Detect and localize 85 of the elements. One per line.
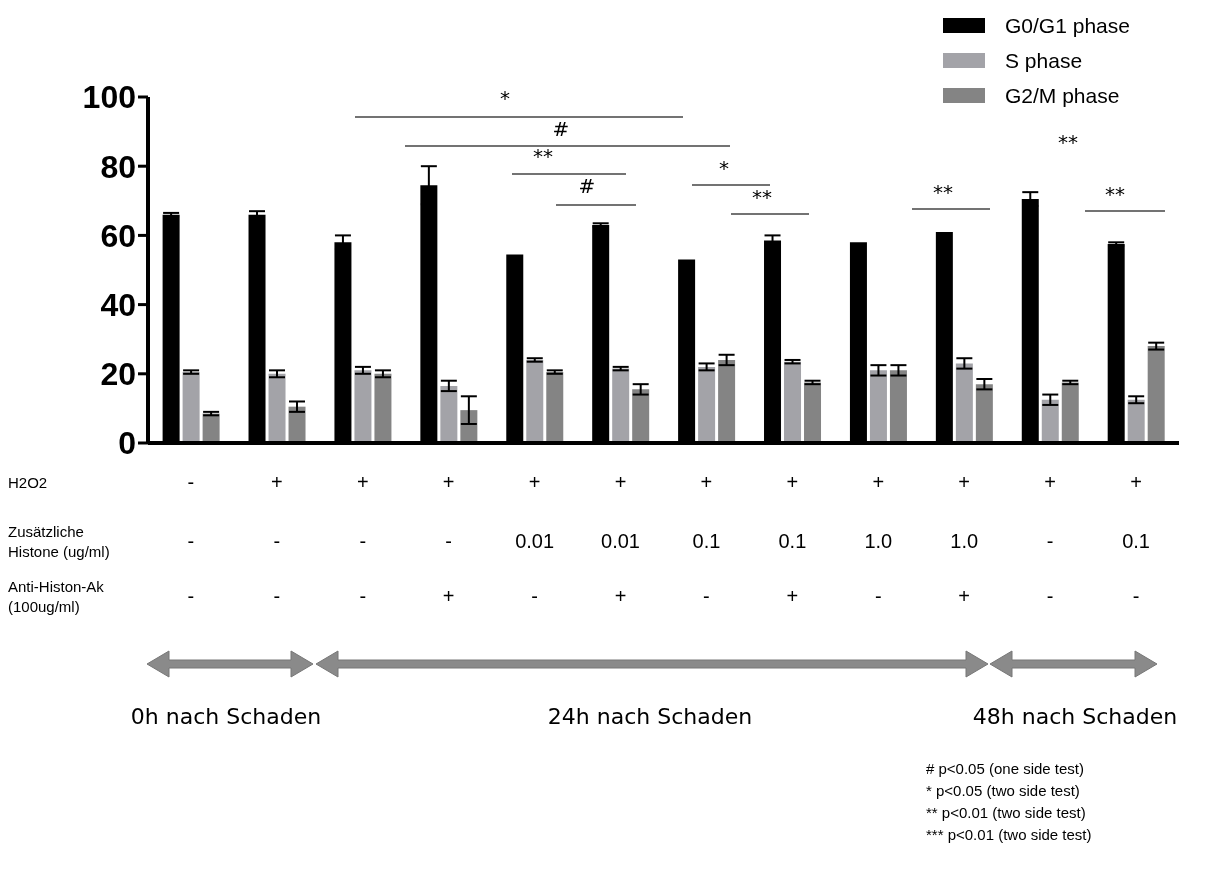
text: + xyxy=(957,471,972,494)
text: + xyxy=(355,471,370,494)
text: - xyxy=(272,585,282,608)
y-tick-label: 40 xyxy=(100,286,136,323)
text: 0h nach Schaden xyxy=(130,704,322,729)
text: + xyxy=(270,471,284,494)
text: 0.1 xyxy=(691,530,722,553)
text: + xyxy=(785,471,800,494)
text: + xyxy=(613,471,628,494)
text: ** p<0.01 (two side test) xyxy=(926,804,1086,821)
bar xyxy=(698,366,716,443)
bar xyxy=(869,370,887,443)
text: *** p<0.01 (two side test) xyxy=(926,826,1092,843)
text: H2O2 xyxy=(8,473,49,493)
text: 0.1 xyxy=(1121,530,1151,553)
text: 24h nach Schaden xyxy=(547,704,753,729)
text: 0.1 xyxy=(777,530,808,553)
y-tick-label: 80 xyxy=(100,148,136,185)
text: 0.01 xyxy=(514,530,556,553)
text: 48h nach Schaden xyxy=(972,704,1178,729)
y-tick-label: 20 xyxy=(100,356,136,393)
annotation: # xyxy=(552,117,570,141)
bar xyxy=(612,368,630,443)
text: - xyxy=(444,530,454,553)
text: Anti-Histon-Ak (100ug/ml) xyxy=(8,577,105,617)
text: - xyxy=(530,585,539,608)
bar xyxy=(546,372,564,443)
text: * p<0.05 (two side test) xyxy=(926,782,1080,799)
bar xyxy=(1147,346,1165,443)
bar xyxy=(632,389,650,443)
bar xyxy=(182,372,200,443)
text: + xyxy=(957,585,972,608)
text: - xyxy=(186,585,196,608)
text: - xyxy=(1131,585,1141,608)
y-tick-label: 60 xyxy=(100,217,136,254)
text: - xyxy=(873,585,883,608)
text: - xyxy=(702,585,711,608)
text: + xyxy=(785,585,800,608)
y-tick-label: 0 xyxy=(118,425,136,462)
legend-label: G0/G1 phase xyxy=(1005,13,1130,38)
text: + xyxy=(527,471,542,494)
annotation: ** xyxy=(752,185,772,209)
bar xyxy=(288,406,306,443)
text: # p<0.05 (one side test) xyxy=(926,760,1085,777)
bar xyxy=(804,382,822,443)
annotation: * xyxy=(500,86,510,110)
annotation: ** xyxy=(1058,130,1078,154)
bar xyxy=(1127,399,1145,443)
text: - xyxy=(358,585,368,608)
text: + xyxy=(699,471,714,494)
bar xyxy=(374,373,392,443)
bar xyxy=(955,363,973,443)
text: - xyxy=(1045,530,1055,553)
bar xyxy=(526,359,544,443)
text: Zusätzliche Histone (ug/ml) xyxy=(8,522,111,562)
text: 1.0 xyxy=(863,530,894,553)
legend-label: S phase xyxy=(1005,48,1083,73)
text: + xyxy=(441,471,456,494)
text: 0.01 xyxy=(600,530,641,553)
text: - xyxy=(186,471,196,494)
bar xyxy=(889,370,907,443)
text: + xyxy=(1043,471,1057,494)
y-tick-label: 100 xyxy=(82,79,136,116)
bar xyxy=(354,370,372,443)
bar xyxy=(440,385,458,443)
bar xyxy=(784,361,802,443)
text: 1.0 xyxy=(949,530,980,553)
bar xyxy=(975,384,993,443)
bar xyxy=(268,373,286,443)
text: - xyxy=(186,530,196,553)
annotation: * xyxy=(719,156,729,180)
annotation: # xyxy=(578,174,596,198)
text: + xyxy=(441,585,456,608)
text: - xyxy=(358,530,368,553)
bar xyxy=(718,359,736,443)
annotation: ** xyxy=(1105,182,1125,206)
annotation: ** xyxy=(933,180,953,204)
legend-label: G2/M phase xyxy=(1005,83,1120,108)
annotation: ** xyxy=(533,144,553,168)
text: + xyxy=(613,585,628,608)
text: + xyxy=(1129,471,1143,494)
bar xyxy=(1061,382,1079,443)
text: - xyxy=(272,530,282,553)
text: - xyxy=(1045,585,1055,608)
text: + xyxy=(871,471,886,494)
